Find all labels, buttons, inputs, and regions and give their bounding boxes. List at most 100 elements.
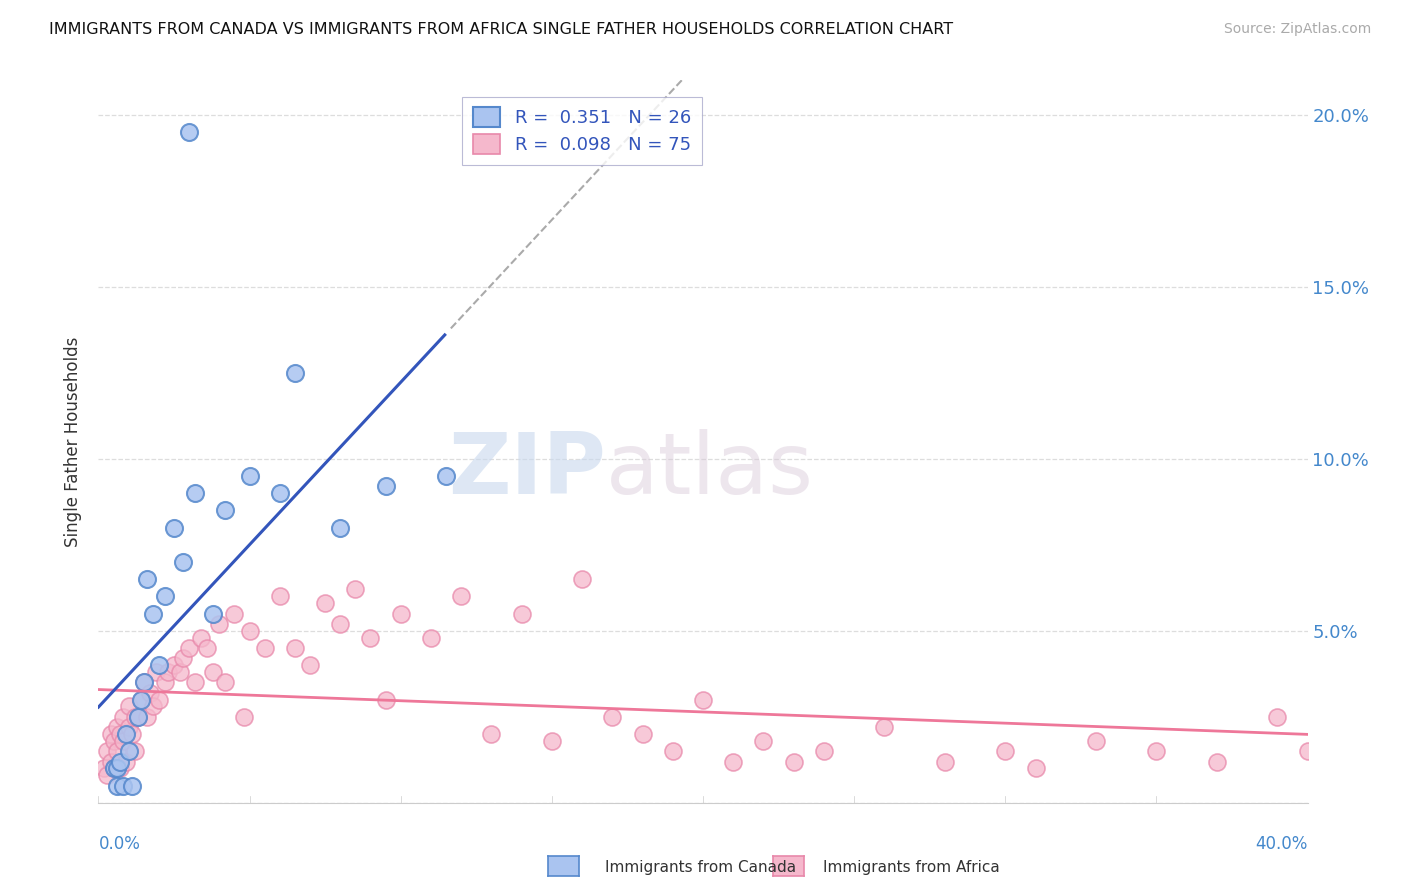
Point — [329, 616, 352, 631]
Point — [214, 675, 236, 690]
Point — [299, 658, 322, 673]
Point — [118, 699, 141, 714]
Point — [121, 727, 143, 741]
Point — [135, 572, 157, 586]
Point — [374, 692, 396, 706]
Point — [481, 727, 503, 741]
Point — [631, 727, 654, 741]
Point — [127, 710, 149, 724]
Point — [179, 125, 201, 139]
Point — [100, 727, 122, 741]
Point — [184, 486, 207, 500]
Point — [239, 469, 262, 483]
Text: Immigrants from Canada: Immigrants from Canada — [605, 860, 796, 874]
Point — [111, 779, 134, 793]
Point — [202, 607, 225, 621]
Point — [692, 692, 714, 706]
Point — [752, 734, 775, 748]
Point — [93, 761, 115, 775]
Text: Immigrants from Africa: Immigrants from Africa — [823, 860, 1000, 874]
Point — [1267, 710, 1289, 724]
Point — [172, 651, 194, 665]
Point — [172, 555, 194, 569]
Point — [100, 755, 122, 769]
Point — [389, 607, 412, 621]
Point — [132, 675, 155, 690]
Point — [195, 640, 218, 655]
Y-axis label: Single Father Households: Single Father Households — [65, 336, 83, 547]
Point — [1206, 755, 1229, 769]
Text: 0.0%: 0.0% — [98, 835, 141, 854]
Point — [284, 366, 307, 380]
Point — [121, 779, 143, 793]
Point — [179, 640, 201, 655]
Point — [105, 779, 128, 793]
Point — [510, 607, 533, 621]
Point — [153, 590, 176, 604]
Point — [420, 631, 443, 645]
Point — [374, 479, 396, 493]
Point — [284, 640, 307, 655]
Point — [184, 675, 207, 690]
Point — [153, 675, 176, 690]
Point — [124, 710, 146, 724]
Point — [214, 503, 236, 517]
Text: IMMIGRANTS FROM CANADA VS IMMIGRANTS FROM AFRICA SINGLE FATHER HOUSEHOLDS CORREL: IMMIGRANTS FROM CANADA VS IMMIGRANTS FRO… — [49, 22, 953, 37]
Point — [571, 572, 593, 586]
Point — [269, 486, 291, 500]
Point — [723, 755, 745, 769]
Point — [163, 520, 186, 534]
Point — [103, 761, 125, 775]
Point — [96, 744, 118, 758]
Point — [269, 590, 291, 604]
Point — [329, 520, 352, 534]
Point — [103, 761, 125, 775]
Point — [108, 761, 131, 775]
Point — [139, 686, 162, 700]
Text: Source: ZipAtlas.com: Source: ZipAtlas.com — [1223, 22, 1371, 37]
Point — [783, 755, 806, 769]
Point — [105, 761, 128, 775]
Point — [163, 658, 186, 673]
Point — [132, 675, 155, 690]
Point — [1085, 734, 1108, 748]
Point — [1024, 761, 1046, 775]
Point — [111, 734, 134, 748]
Point — [103, 734, 125, 748]
Point — [108, 755, 131, 769]
Point — [344, 582, 367, 597]
Point — [108, 727, 131, 741]
Legend: R =  0.351   N = 26, R =  0.098   N = 75: R = 0.351 N = 26, R = 0.098 N = 75 — [463, 96, 702, 165]
Point — [1144, 744, 1167, 758]
Point — [118, 744, 141, 758]
Point — [114, 755, 136, 769]
Point — [994, 744, 1017, 758]
Point — [142, 607, 165, 621]
Point — [661, 744, 683, 758]
Point — [190, 631, 212, 645]
Point — [208, 616, 231, 631]
Point — [934, 755, 956, 769]
Text: ZIP: ZIP — [449, 429, 606, 512]
Point — [129, 692, 152, 706]
Point — [129, 692, 152, 706]
Point — [114, 727, 136, 741]
Point — [540, 734, 562, 748]
Point — [813, 744, 835, 758]
Point — [450, 590, 472, 604]
Point — [127, 710, 149, 724]
Point — [96, 768, 118, 782]
Text: 40.0%: 40.0% — [1256, 835, 1308, 854]
Point — [314, 596, 336, 610]
Point — [253, 640, 276, 655]
Point — [148, 692, 170, 706]
Point — [124, 744, 146, 758]
Point — [145, 665, 167, 679]
Point — [360, 631, 382, 645]
Point — [239, 624, 262, 638]
Text: atlas: atlas — [606, 429, 814, 512]
Point — [118, 720, 141, 734]
Point — [105, 720, 128, 734]
Point — [142, 699, 165, 714]
Point — [156, 665, 179, 679]
